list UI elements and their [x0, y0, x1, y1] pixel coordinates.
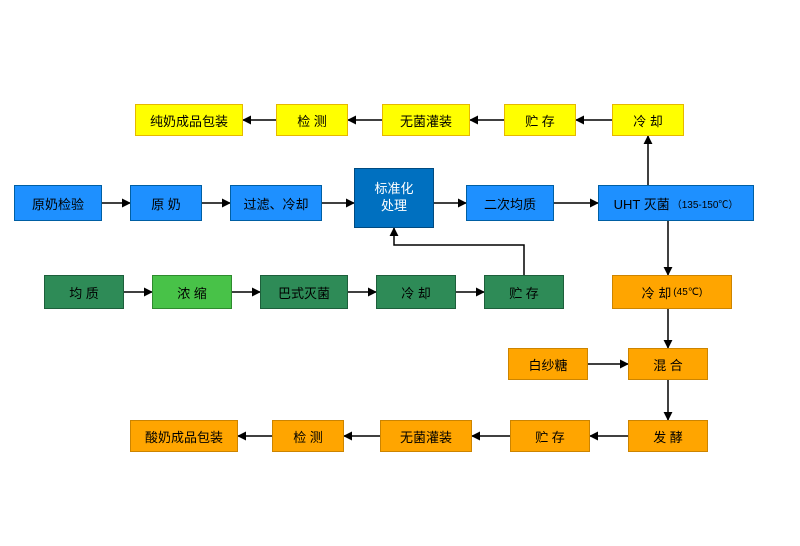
node-label: 冷 却	[642, 283, 672, 302]
flowchart-node-n10: 二次均质	[466, 185, 554, 221]
flowchart-node-n15: 冷 却	[376, 275, 456, 309]
node-label: UHT 灭菌	[614, 194, 670, 213]
flowchart-node-n17: 冷 却(45℃)	[612, 275, 732, 309]
node-label: 处理	[381, 198, 407, 215]
flowchart-node-n21: 贮 存	[510, 420, 590, 452]
node-label: 混 合	[653, 355, 683, 374]
node-label: 贮 存	[509, 283, 539, 302]
flowchart-node-n19: 混 合	[628, 348, 708, 380]
flowchart-edge	[394, 228, 524, 275]
flowchart-node-n22: 无菌灌装	[380, 420, 472, 452]
node-label: 原 奶	[151, 194, 181, 213]
flowchart-node-n24: 酸奶成品包装	[130, 420, 238, 452]
flowchart-node-n12: 均 质	[44, 275, 124, 309]
node-label: 均 质	[69, 283, 99, 302]
flowchart-node-n18: 白纱糖	[508, 348, 588, 380]
flowchart-node-n5: 冷 却	[612, 104, 684, 136]
flowchart-edges	[0, 0, 800, 546]
node-label: 巴式灭菌	[278, 283, 330, 302]
node-label: 无菌灌装	[400, 111, 452, 130]
node-label: 贮 存	[535, 427, 565, 446]
node-label: 白纱糖	[528, 355, 567, 374]
flowchart-node-n9: 标准化处理	[354, 168, 434, 228]
flowchart-node-n4: 贮 存	[504, 104, 576, 136]
node-label: 标准化	[374, 181, 413, 198]
node-label: 无菌灌装	[400, 427, 452, 446]
node-sublabel: （135-150℃）	[672, 196, 739, 211]
flowchart-node-n7: 原 奶	[130, 185, 202, 221]
node-label: 原奶检验	[32, 194, 84, 213]
flowchart-node-n14: 巴式灭菌	[260, 275, 348, 309]
flowchart-node-n23: 检 测	[272, 420, 344, 452]
node-label: 冷 却	[401, 283, 431, 302]
node-label: 二次均质	[484, 194, 536, 213]
node-label: 酸奶成品包装	[145, 427, 223, 446]
flowchart-node-n2: 检 测	[276, 104, 348, 136]
node-label: 贮 存	[525, 111, 555, 130]
node-label: 纯奶成品包装	[150, 111, 228, 130]
node-label: 浓 缩	[177, 283, 207, 302]
flowchart-node-n3: 无菌灌装	[382, 104, 470, 136]
node-label: 冷 却	[633, 111, 663, 130]
flowchart-node-n1: 纯奶成品包装	[135, 104, 243, 136]
flowchart-node-n20: 发 酵	[628, 420, 708, 452]
node-label: 检 测	[297, 111, 327, 130]
node-label: 检 测	[293, 427, 323, 446]
flowchart-node-n8: 过滤、冷却	[230, 185, 322, 221]
flowchart-node-n11: UHT 灭菌（135-150℃）	[598, 185, 754, 221]
node-label: 过滤、冷却	[243, 194, 308, 213]
flowchart-node-n16: 贮 存	[484, 275, 564, 309]
node-sublabel: (45℃)	[673, 287, 702, 298]
flowchart-node-n13: 浓 缩	[152, 275, 232, 309]
node-label: 发 酵	[653, 427, 683, 446]
flowchart-node-n6: 原奶检验	[14, 185, 102, 221]
